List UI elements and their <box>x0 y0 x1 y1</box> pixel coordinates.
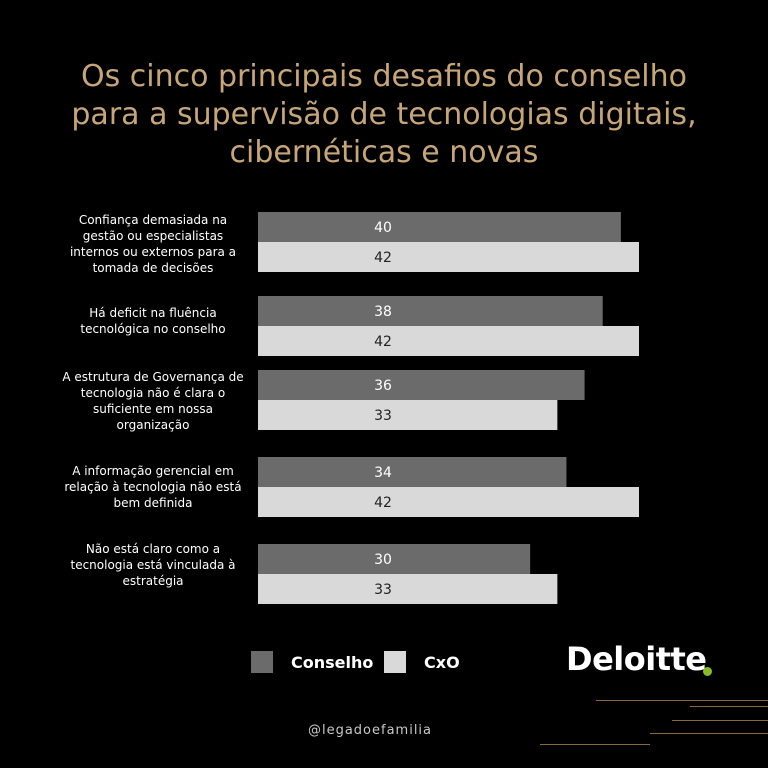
title-line: para a supervisão de tecnologias digitai… <box>71 97 697 132</box>
bar-value-label: 36 <box>374 378 392 394</box>
bar-conselho <box>258 212 621 242</box>
legend-label-cxo: CxO <box>424 652 460 672</box>
category-label: Há deficit na fluência tecnológica no co… <box>80 306 226 336</box>
legend-swatch-conselho <box>251 651 273 673</box>
bar-chart: 40 42 38 42 36 33 34 42 30 33 <box>258 212 639 604</box>
deloitte-dot <box>703 667 712 676</box>
bar-value-label: 34 <box>374 465 392 481</box>
bar-value-label: 33 <box>374 408 392 424</box>
bar-value-label: 38 <box>374 304 392 320</box>
decorative-line <box>596 700 768 701</box>
decorative-line <box>650 733 768 734</box>
legend-cxo: CxO <box>384 651 460 673</box>
social-handle: @legadoefamilia <box>307 723 433 738</box>
bar-cxo <box>258 400 558 430</box>
category-label: Confiança demasiada na gestão ou especia… <box>69 213 237 275</box>
bar-conselho <box>258 457 567 487</box>
bar-conselho <box>258 370 585 400</box>
legend-conselho: Conselho <box>251 651 373 673</box>
bar-conselho <box>258 296 603 326</box>
legend-swatch-cxo <box>384 651 406 673</box>
chart-title: Os cinco principais desafios do conselho… <box>0 58 768 172</box>
bar-cxo <box>258 326 639 356</box>
category-label: Não está claro como a tecnologia está vi… <box>70 542 236 588</box>
bar-value-label: 30 <box>374 552 392 568</box>
title-line: Os cinco principais desafios do conselho <box>80 59 687 94</box>
bar-cxo <box>258 574 558 604</box>
decorative-line <box>540 744 650 745</box>
decorative-line <box>690 706 768 707</box>
legend-label-conselho: Conselho <box>291 652 374 672</box>
bar-cxo <box>258 242 639 272</box>
bar-value-label: 42 <box>374 495 392 511</box>
bar-value-label: 42 <box>374 334 392 350</box>
bar-cxo <box>258 487 639 517</box>
category-label: A estrutura de Governança de tecnologia … <box>62 370 244 432</box>
bar-value-label: 33 <box>374 582 392 598</box>
bar-value-label: 40 <box>374 220 392 236</box>
decorative-line <box>672 720 768 721</box>
bar-conselho <box>258 544 531 574</box>
title-line: cibernéticas e novas <box>229 135 539 170</box>
bar-value-label: 42 <box>374 250 392 266</box>
deloitte-logo: Deloitte <box>566 640 707 678</box>
category-label: A informação gerencial em relação à tecn… <box>64 464 242 510</box>
